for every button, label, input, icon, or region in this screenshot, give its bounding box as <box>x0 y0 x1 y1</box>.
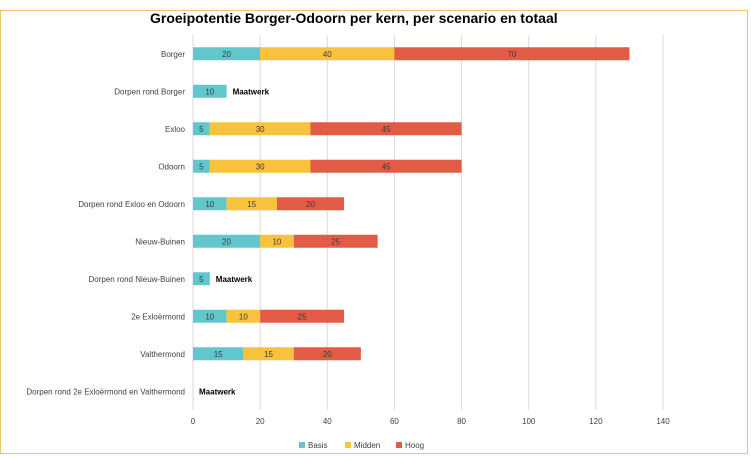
bar-hoog <box>310 122 462 136</box>
bar-basis <box>193 122 210 136</box>
bar-midden <box>243 347 294 361</box>
legend-swatch <box>396 442 402 448</box>
category-label: Borger <box>161 50 185 59</box>
category-label: Exloo <box>165 125 186 134</box>
bar-basis <box>193 84 227 98</box>
bar-area: 20 40 70 10 Maatwerk 5 30 45 5 30 45 10 15 20 20 10 25 5 M… <box>193 47 630 396</box>
category-label: Odoorn <box>158 162 185 171</box>
x-tick-label: 80 <box>457 417 466 426</box>
legend-swatch <box>345 442 351 448</box>
bar-midden <box>260 234 294 248</box>
category-label: Dorpen rond Nieuw-Buinen <box>89 275 186 284</box>
category-label: Dorpen rond 2e Exloërmond en Valthermond <box>26 387 185 396</box>
x-tick-label: 40 <box>323 417 332 426</box>
bar-basis <box>193 272 210 286</box>
data-label: 10 <box>205 200 214 209</box>
x-tick-label: 0 <box>191 417 196 426</box>
bar-hoog <box>310 159 462 173</box>
data-label: 20 <box>222 50 231 59</box>
bar-hoog <box>293 234 378 248</box>
bar-basis <box>193 309 227 323</box>
x-tick-label: 120 <box>589 417 603 426</box>
bar-hoog <box>293 347 361 361</box>
data-label: 45 <box>382 162 391 171</box>
category-label: 2e Exloërmond <box>131 312 185 321</box>
data-label: 5 <box>199 125 204 134</box>
data-label: 45 <box>382 125 391 134</box>
data-label: 40 <box>323 50 332 59</box>
category-label: Nieuw-Buinen <box>135 237 185 246</box>
data-label: 30 <box>256 125 265 134</box>
data-label: 70 <box>507 50 516 59</box>
data-label: 10 <box>239 312 248 321</box>
annotation-label: Maatwerk <box>199 387 236 396</box>
data-label: 25 <box>331 237 340 246</box>
data-label: 20 <box>222 237 231 246</box>
bar-basis <box>193 234 261 248</box>
legend-label: Basis <box>308 441 328 450</box>
data-label: 20 <box>323 350 332 359</box>
data-label: 10 <box>205 87 214 96</box>
data-label: 30 <box>256 162 265 171</box>
data-label: 15 <box>247 200 256 209</box>
data-label: 5 <box>199 275 204 284</box>
data-label: 5 <box>199 162 204 171</box>
bar-midden <box>260 47 395 61</box>
annotation-label: Maatwerk <box>216 275 253 284</box>
x-tick-label: 140 <box>656 417 670 426</box>
chart-frame <box>0 10 748 454</box>
bar-hoog <box>276 197 345 211</box>
x-axis-ticks: 0 20 40 60 80 100 120 140 <box>191 417 670 426</box>
data-label: 15 <box>264 350 273 359</box>
legend-swatch <box>299 442 305 448</box>
bar-midden <box>226 197 277 211</box>
x-tick-label: 100 <box>522 417 536 426</box>
bar-basis <box>193 347 244 361</box>
data-label: 15 <box>214 350 223 359</box>
bar-hoog <box>260 309 345 323</box>
legend-label: Hoog <box>405 441 424 450</box>
category-label: Dorpen rond Borger <box>114 87 185 96</box>
legend: Basis Midden Hoog <box>299 441 424 450</box>
category-label: Valthermond <box>140 350 185 359</box>
data-label: 25 <box>298 312 307 321</box>
bar-hoog <box>394 47 630 61</box>
legend-label: Midden <box>354 441 380 450</box>
category-labels: Borger Dorpen rond Borger Exloo Odoorn Dorpe… <box>26 50 185 397</box>
bar-midden <box>209 159 311 173</box>
bar-midden <box>226 309 261 323</box>
category-label: Dorpen rond Exloo en Odoorn <box>78 200 185 209</box>
x-tick-label: 20 <box>256 417 265 426</box>
x-tick-label: 60 <box>390 417 399 426</box>
bar-basis <box>193 47 261 61</box>
chart-title: Groeipotentie Borger-Odoorn per kern, pe… <box>150 10 558 26</box>
data-label: 10 <box>272 237 281 246</box>
bar-basis <box>193 159 210 173</box>
annotation-label: Maatwerk <box>233 87 270 96</box>
bar-midden <box>209 122 311 136</box>
data-label: 10 <box>205 312 214 321</box>
bar-basis <box>193 197 227 211</box>
data-label: 20 <box>306 200 315 209</box>
